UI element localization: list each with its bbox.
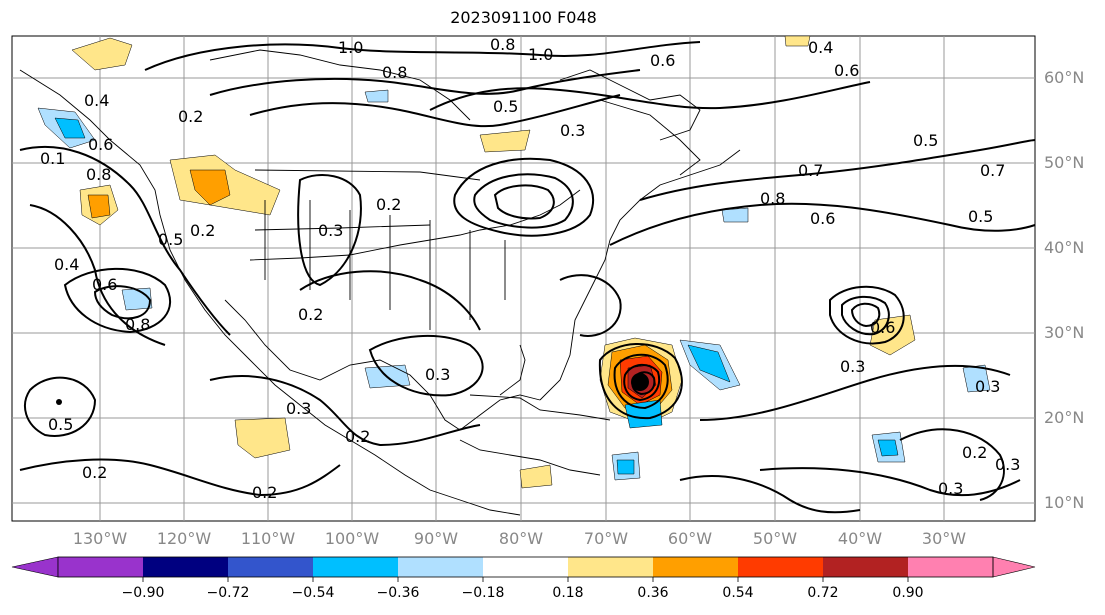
contour-label: 0.2 [252,483,277,502]
colorbar-ticks [142,577,909,582]
contour-label: 0.8 [86,165,111,184]
storm-center [631,373,649,391]
contour-label: 0.6 [810,209,835,228]
contour-label: 0.8 [125,315,150,334]
contour-label: 0.5 [493,97,518,116]
colorbar-tick-label: 0.54 [722,585,754,601]
contour-label: 0.2 [345,427,370,446]
lat-label: 10°N [1044,493,1085,512]
colorbar-tick-label: 0.72 [807,585,839,601]
colorbar-bin [653,557,738,577]
contour-label: 0.4 [84,91,109,110]
contour-label: 0.3 [425,365,450,384]
lon-label: 50°W [752,529,798,548]
contour-label: 0.5 [968,207,993,226]
contour-label: 0.2 [178,107,203,126]
shaded-field [37,35,991,489]
lat-label: 20°N [1044,408,1085,427]
lat-label: 30°N [1044,323,1085,342]
coastlines [19,49,741,516]
contour-label: 0.3 [560,121,585,140]
colorbar-tick-label: 0.90 [892,585,924,601]
colorbar-outline [57,556,994,578]
colorbar-tick-label: 0.36 [637,585,669,601]
contour-label: 0.6 [834,61,859,80]
lat-label: 50°N [1044,153,1085,172]
contour-label: 0.3 [938,479,963,498]
colorbar-bin [58,557,143,577]
colorbar-bin [738,557,823,577]
contour-label: 0.7 [980,161,1005,180]
lon-label: 100°W [324,529,380,548]
contour-label: 0.6 [650,51,675,70]
colorbar-extend-max [992,556,1036,578]
contour-label: 0.8 [760,189,785,208]
contour-label: 0.6 [92,275,117,294]
lon-label: 60°W [667,529,713,548]
lat-label: 60°N [1044,68,1085,87]
contour-label: 0.3 [840,357,865,376]
contour-lines [19,41,1036,514]
colorbar-bin [568,557,653,577]
contour-label: 0.2 [376,195,401,214]
contour-label: 0.2 [82,463,107,482]
contour-label: 0.6 [88,135,113,154]
colorbar-bin [823,557,908,577]
lon-label: 80°W [498,529,544,548]
lat-label: 40°N [1044,238,1085,257]
contour-label: 1.0 [338,38,363,57]
low-center [56,399,62,405]
contour-label: 0.3 [995,455,1020,474]
contour-label: 0.3 [286,399,311,418]
colorbar-bin [483,557,568,577]
colorbar-tick-label: −0.36 [376,585,420,601]
lon-label: 120°W [156,529,212,548]
lon-label: 110°W [240,529,296,548]
colorbar-extend-min [11,556,59,578]
contour-label: 0.2 [190,221,215,240]
colorbar-bin [313,557,398,577]
lon-label: 90°W [413,529,459,548]
colorbar-bin [908,557,993,577]
lon-label: 130°W [72,529,128,548]
contour-label: 0.8 [382,63,407,82]
contour-label: 0.4 [54,255,79,274]
contour-label: 0.3 [975,377,1000,396]
map-frame [11,35,1036,522]
colorbar-tick-label: −0.90 [121,585,165,601]
contour-label: 0.4 [808,38,833,57]
contour-label: 0.3 [318,221,343,240]
lon-label: 40°W [837,529,883,548]
colorbar-bin [143,557,228,577]
contour-label: 0.8 [490,35,515,54]
contour-label: 0.5 [48,415,73,434]
lon-label: 70°W [583,529,629,548]
contour-label: 0.2 [962,443,987,462]
contour-label: 0.5 [913,131,938,150]
colorbar-bin [228,557,313,577]
contour-label-group: 1.0 0.8 1.0 0.6 0.4 0.6 0.8 0.5 0.3 0.5 … [40,35,1020,502]
lon-label: 30°W [921,529,967,548]
contour-label: 0.5 [158,230,183,249]
contour-label: 0.6 [870,318,895,337]
contour-label: 0.2 [298,305,323,324]
map-panel: 1.0 0.8 1.0 0.6 0.4 0.6 0.8 0.5 0.3 0.5 … [11,35,1036,522]
contour-label: 0.7 [798,161,823,180]
contour-label: 1.0 [528,45,553,64]
colorbar-tick-label: −0.18 [461,585,505,601]
colorbar-bin [398,557,483,577]
colorbar [11,556,1036,582]
map-title: 2023091100 F048 [450,8,597,27]
colorbar-tick-label: −0.54 [291,585,335,601]
contour-label: 0.1 [40,149,65,168]
colorbar-tick-label: −0.72 [206,585,250,601]
colorbar-tick-label: 0.18 [552,585,584,601]
